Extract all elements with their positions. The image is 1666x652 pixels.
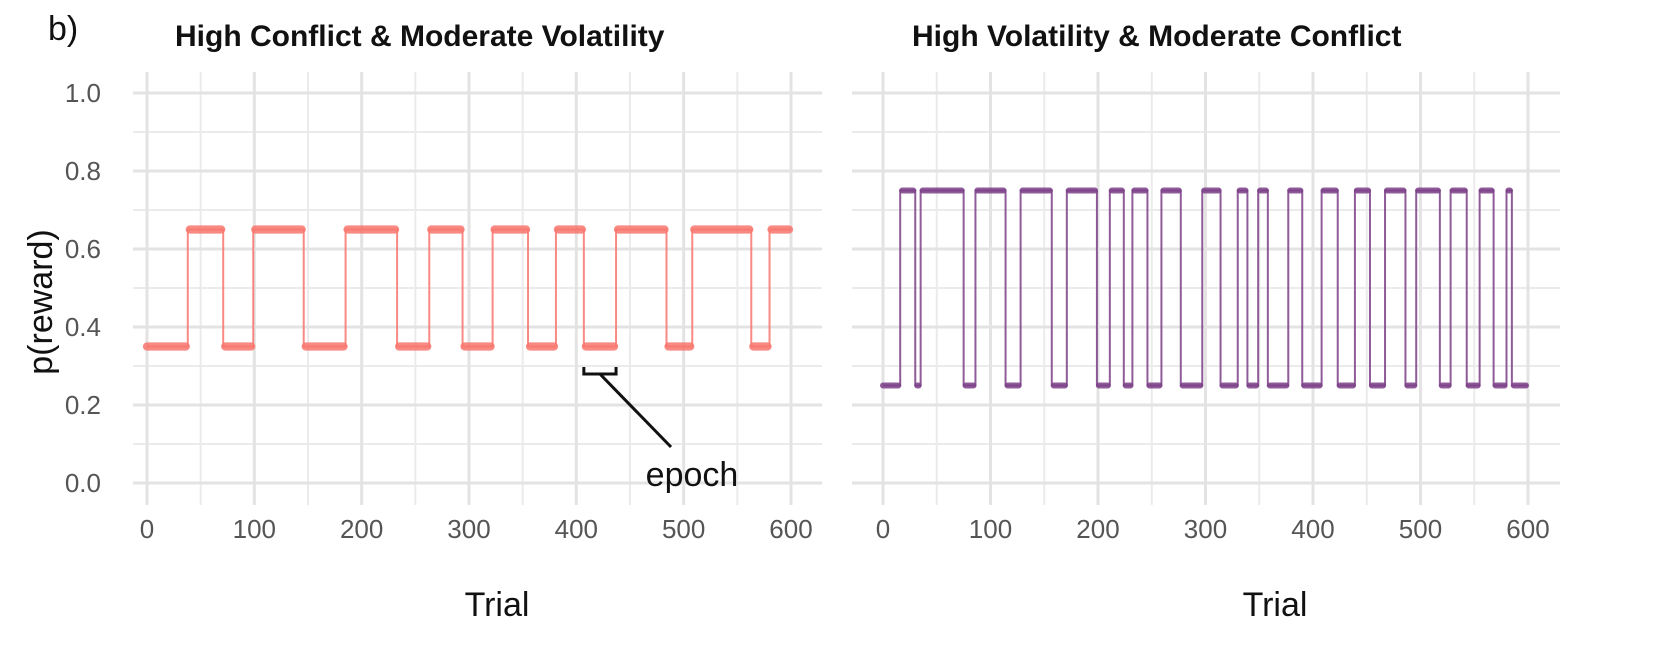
x-tick-label: 400 <box>555 514 598 544</box>
y-tick-label: 0.8 <box>65 156 101 186</box>
y-tick-label: 0.0 <box>65 468 101 498</box>
series-step-line <box>147 228 791 348</box>
epoch-bracket <box>582 367 618 376</box>
panel-letter: b) <box>48 10 78 48</box>
gridlines <box>852 72 1560 505</box>
x-tick-label: 500 <box>1399 514 1442 544</box>
y-tick-label: 0.6 <box>65 234 101 264</box>
x-tick-label: 300 <box>447 514 490 544</box>
x-tick-label: 600 <box>1506 514 1549 544</box>
right-panel-title: High Volatility & Moderate Conflict <box>912 20 1401 53</box>
left-panel-plot: 0 100 200 300 400 500 600 0.0 0.2 0.4 0.6 0.8 1.0 <box>65 72 822 544</box>
right-x-axis-title: Trial <box>1243 586 1308 624</box>
left-x-axis-title: Trial <box>465 586 530 624</box>
y-tick-label: 1.0 <box>65 78 101 108</box>
x-tick-label: 0 <box>876 514 890 544</box>
gridlines <box>133 72 822 505</box>
left-panel-title: High Conflict & Moderate Volatility <box>175 20 665 53</box>
x-tick-label: 200 <box>340 514 383 544</box>
x-tick-label: 100 <box>969 514 1012 544</box>
epoch-annotation: epoch <box>582 367 739 494</box>
epoch-pointer-line <box>598 372 673 449</box>
y-tick-label: 0.4 <box>65 312 101 342</box>
right-panel-plot: 0 100 200 300 400 500 600 <box>852 72 1560 544</box>
x-tick-label: 300 <box>1184 514 1227 544</box>
y-tick-label: 0.2 <box>65 390 101 420</box>
x-tick-label: 0 <box>140 514 154 544</box>
x-tick-label: 500 <box>662 514 705 544</box>
x-tick-label: 600 <box>769 514 812 544</box>
x-tick-label: 200 <box>1076 514 1119 544</box>
x-tick-label: 400 <box>1291 514 1334 544</box>
y-axis-title: p(reward) <box>22 229 60 374</box>
epoch-label: epoch <box>646 456 739 494</box>
x-tick-label: 100 <box>233 514 276 544</box>
